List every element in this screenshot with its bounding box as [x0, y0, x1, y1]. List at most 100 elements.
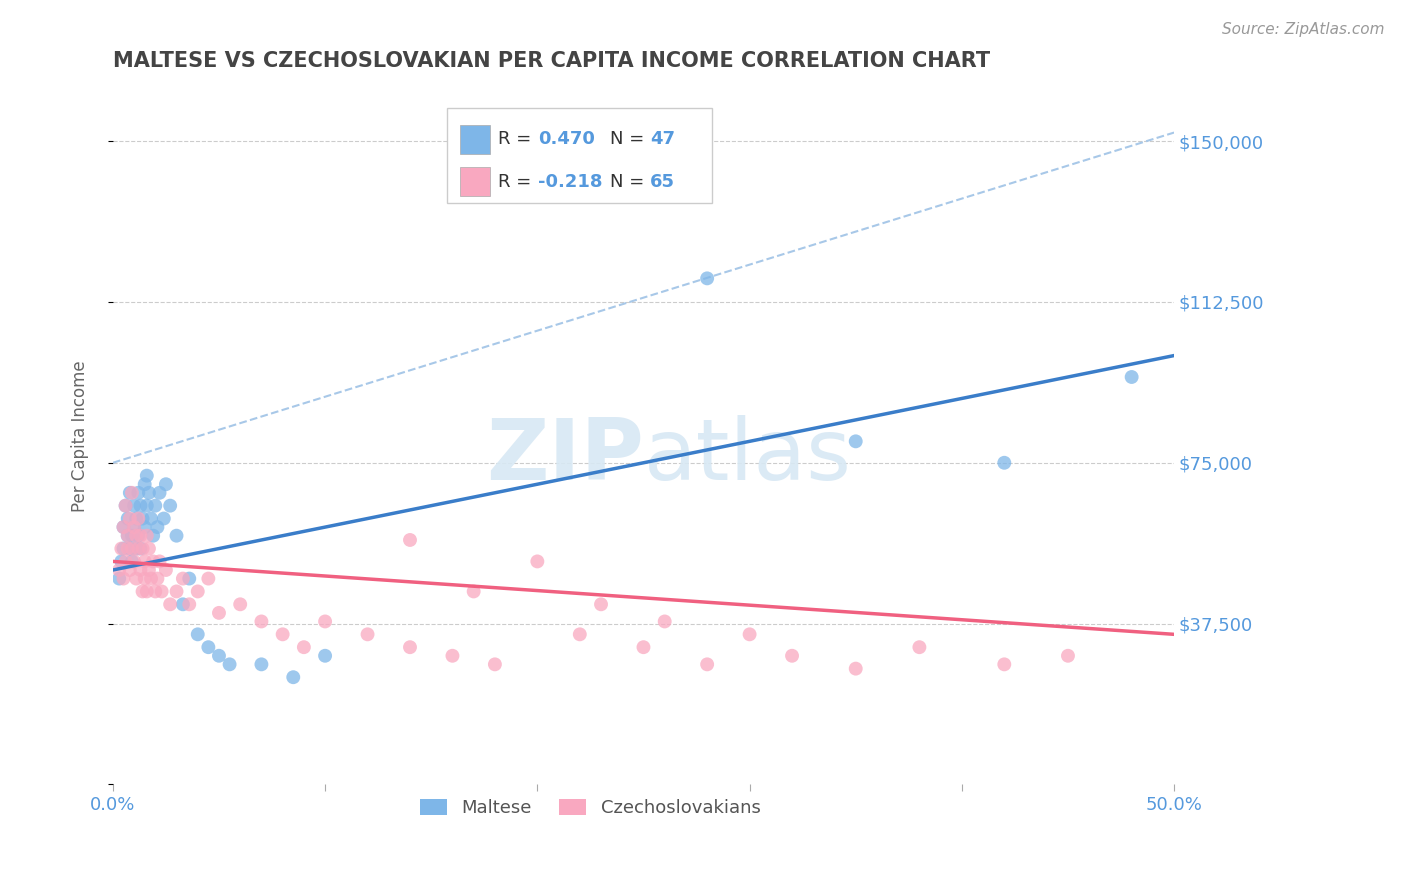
Point	[229, 597, 252, 611]
Point	[138, 485, 160, 500]
Text: Source: ZipAtlas.com: Source: ZipAtlas.com	[1222, 22, 1385, 37]
Point	[110, 541, 132, 556]
Point	[399, 533, 422, 547]
Point	[148, 485, 170, 500]
Point	[218, 657, 240, 672]
Point	[135, 529, 157, 543]
Point	[633, 640, 655, 655]
Text: R =: R =	[498, 130, 537, 148]
Point	[131, 584, 153, 599]
Point	[112, 541, 135, 556]
Point	[283, 670, 305, 684]
Point	[131, 511, 153, 525]
Point	[127, 541, 149, 556]
Point	[780, 648, 803, 663]
Point	[138, 563, 160, 577]
Point	[179, 597, 201, 611]
Point	[134, 554, 156, 568]
Point	[197, 572, 219, 586]
Point	[993, 657, 1015, 672]
Point	[114, 554, 136, 568]
Point	[142, 554, 165, 568]
Point	[166, 529, 188, 543]
Point	[356, 627, 378, 641]
Text: 47: 47	[650, 130, 675, 148]
Point	[143, 584, 166, 599]
Point	[179, 572, 201, 586]
Point	[314, 648, 336, 663]
Legend: Maltese, Czechoslovakians: Maltese, Czechoslovakians	[413, 791, 768, 824]
Point	[159, 597, 181, 611]
Point	[134, 572, 156, 586]
Point	[187, 627, 209, 641]
Point	[166, 584, 188, 599]
Text: 0.470: 0.470	[538, 130, 595, 148]
Point	[146, 572, 169, 586]
Point	[172, 597, 194, 611]
Point	[117, 529, 139, 543]
Text: ZIP: ZIP	[485, 416, 644, 499]
Y-axis label: Per Capita Income: Per Capita Income	[72, 360, 89, 512]
Point	[135, 468, 157, 483]
Point	[993, 456, 1015, 470]
Point	[845, 434, 868, 449]
Point	[155, 563, 177, 577]
Point	[696, 657, 718, 672]
Point	[112, 520, 135, 534]
Point	[589, 597, 612, 611]
Point	[197, 640, 219, 655]
Point	[112, 520, 135, 534]
FancyBboxPatch shape	[460, 125, 489, 154]
Point	[118, 541, 141, 556]
Point	[134, 520, 156, 534]
Point	[1121, 370, 1143, 384]
Point	[187, 584, 209, 599]
Point	[112, 572, 135, 586]
Point	[125, 541, 148, 556]
Point	[250, 657, 273, 672]
Point	[150, 584, 173, 599]
Point	[125, 511, 148, 525]
Point	[135, 499, 157, 513]
Point	[845, 662, 868, 676]
Point	[118, 563, 141, 577]
Point	[114, 499, 136, 513]
Point	[108, 563, 131, 577]
Point	[152, 511, 174, 525]
Text: atlas: atlas	[644, 416, 852, 499]
Point	[654, 615, 676, 629]
Point	[129, 499, 152, 513]
Text: 65: 65	[650, 173, 675, 191]
Point	[118, 511, 141, 525]
FancyBboxPatch shape	[460, 167, 489, 196]
Point	[142, 529, 165, 543]
Point	[441, 648, 464, 663]
Point	[208, 648, 231, 663]
Text: MALTESE VS CZECHOSLOVAKIAN PER CAPITA INCOME CORRELATION CHART: MALTESE VS CZECHOSLOVAKIAN PER CAPITA IN…	[112, 51, 990, 70]
Point	[314, 615, 336, 629]
Point	[121, 529, 143, 543]
Point	[121, 554, 143, 568]
Point	[127, 529, 149, 543]
Point	[172, 572, 194, 586]
Point	[108, 572, 131, 586]
Point	[159, 499, 181, 513]
Point	[148, 554, 170, 568]
Text: R =: R =	[498, 173, 537, 191]
Point	[738, 627, 761, 641]
Point	[125, 572, 148, 586]
Point	[139, 572, 162, 586]
Point	[129, 541, 152, 556]
Point	[131, 541, 153, 556]
Point	[129, 529, 152, 543]
Point	[250, 615, 273, 629]
Point	[110, 554, 132, 568]
Text: -0.218: -0.218	[538, 173, 603, 191]
Point	[399, 640, 422, 655]
Point	[127, 485, 149, 500]
Point	[568, 627, 591, 641]
Point	[117, 541, 139, 556]
Point	[127, 511, 149, 525]
Text: N =: N =	[610, 130, 650, 148]
Point	[135, 584, 157, 599]
